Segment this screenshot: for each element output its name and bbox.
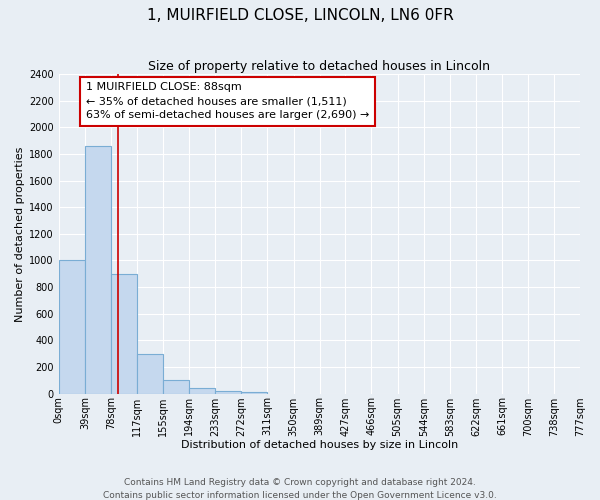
Bar xyxy=(189,388,215,394)
Bar xyxy=(59,260,85,394)
Bar xyxy=(85,146,111,394)
X-axis label: Distribution of detached houses by size in Lincoln: Distribution of detached houses by size … xyxy=(181,440,458,450)
Bar xyxy=(215,391,241,394)
Bar xyxy=(241,392,268,394)
Title: Size of property relative to detached houses in Lincoln: Size of property relative to detached ho… xyxy=(148,60,490,73)
Text: Contains HM Land Registry data © Crown copyright and database right 2024.
Contai: Contains HM Land Registry data © Crown c… xyxy=(103,478,497,500)
Bar xyxy=(163,380,189,394)
Y-axis label: Number of detached properties: Number of detached properties xyxy=(15,146,25,322)
Text: 1, MUIRFIELD CLOSE, LINCOLN, LN6 0FR: 1, MUIRFIELD CLOSE, LINCOLN, LN6 0FR xyxy=(146,8,454,22)
Bar xyxy=(111,274,137,394)
Text: 1 MUIRFIELD CLOSE: 88sqm
← 35% of detached houses are smaller (1,511)
63% of sem: 1 MUIRFIELD CLOSE: 88sqm ← 35% of detach… xyxy=(86,82,369,120)
Bar xyxy=(137,354,163,394)
